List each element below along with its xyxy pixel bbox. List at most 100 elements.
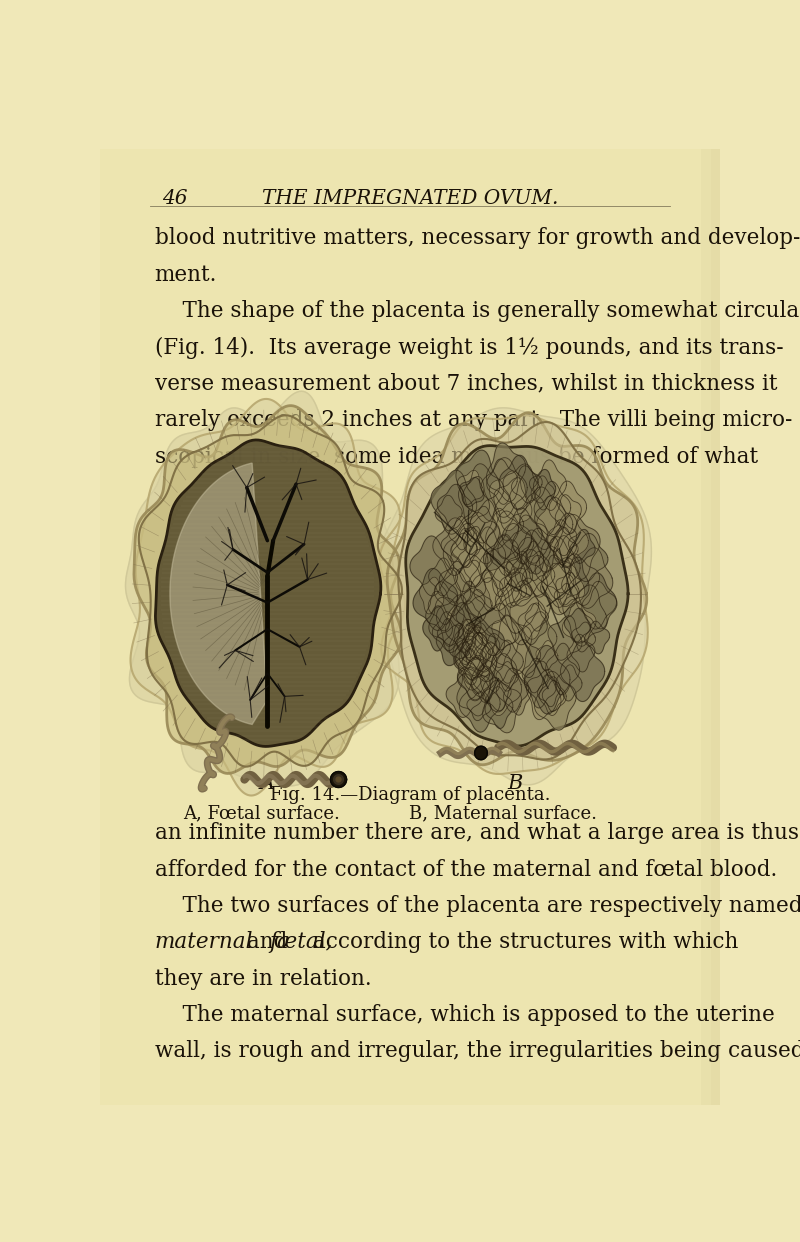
Polygon shape bbox=[496, 662, 518, 691]
Polygon shape bbox=[134, 406, 402, 774]
Polygon shape bbox=[526, 528, 558, 573]
Polygon shape bbox=[482, 681, 522, 733]
Polygon shape bbox=[563, 585, 607, 643]
Polygon shape bbox=[510, 578, 550, 640]
Polygon shape bbox=[469, 554, 512, 609]
Polygon shape bbox=[585, 621, 610, 653]
Polygon shape bbox=[535, 537, 580, 600]
Polygon shape bbox=[483, 677, 511, 710]
Polygon shape bbox=[537, 497, 573, 551]
Polygon shape bbox=[406, 446, 628, 746]
Polygon shape bbox=[450, 533, 478, 566]
Polygon shape bbox=[561, 641, 605, 702]
Polygon shape bbox=[493, 616, 532, 674]
Polygon shape bbox=[503, 674, 531, 715]
Polygon shape bbox=[556, 664, 582, 700]
Text: A, Fœtal surface.: A, Fœtal surface. bbox=[182, 804, 340, 822]
Polygon shape bbox=[499, 580, 546, 645]
Polygon shape bbox=[582, 581, 617, 628]
Polygon shape bbox=[531, 476, 554, 510]
Polygon shape bbox=[474, 604, 519, 656]
Polygon shape bbox=[462, 625, 486, 660]
Bar bbox=[710, 149, 720, 1105]
Polygon shape bbox=[548, 616, 582, 661]
Polygon shape bbox=[486, 508, 518, 559]
Polygon shape bbox=[567, 635, 595, 672]
Polygon shape bbox=[463, 578, 506, 633]
Polygon shape bbox=[465, 657, 490, 693]
Polygon shape bbox=[155, 440, 381, 746]
Text: fætal,: fætal, bbox=[270, 932, 333, 954]
Polygon shape bbox=[456, 450, 499, 512]
Polygon shape bbox=[426, 591, 455, 631]
Polygon shape bbox=[464, 512, 499, 564]
Polygon shape bbox=[330, 771, 346, 787]
Text: Fig. 14.—Diagram of placenta.: Fig. 14.—Diagram of placenta. bbox=[270, 786, 550, 804]
Polygon shape bbox=[500, 569, 526, 607]
Polygon shape bbox=[380, 415, 648, 774]
Polygon shape bbox=[504, 538, 550, 597]
Polygon shape bbox=[459, 676, 500, 732]
Polygon shape bbox=[387, 412, 646, 765]
Polygon shape bbox=[458, 648, 483, 684]
Polygon shape bbox=[470, 527, 506, 582]
Polygon shape bbox=[454, 620, 482, 658]
Polygon shape bbox=[496, 668, 529, 712]
Polygon shape bbox=[443, 523, 488, 591]
Polygon shape bbox=[525, 661, 556, 708]
Text: ment.: ment. bbox=[154, 263, 217, 286]
Polygon shape bbox=[549, 481, 586, 534]
Polygon shape bbox=[554, 514, 600, 579]
Polygon shape bbox=[502, 508, 542, 564]
Polygon shape bbox=[334, 775, 343, 784]
Polygon shape bbox=[522, 555, 554, 597]
Polygon shape bbox=[482, 633, 510, 667]
Polygon shape bbox=[413, 569, 458, 631]
Polygon shape bbox=[490, 471, 527, 523]
Polygon shape bbox=[410, 537, 454, 596]
Polygon shape bbox=[433, 518, 477, 575]
Polygon shape bbox=[486, 460, 518, 504]
Polygon shape bbox=[481, 653, 522, 715]
Polygon shape bbox=[462, 646, 484, 676]
Polygon shape bbox=[551, 554, 589, 606]
Polygon shape bbox=[498, 524, 534, 569]
Polygon shape bbox=[522, 611, 557, 662]
Polygon shape bbox=[481, 458, 527, 518]
Polygon shape bbox=[567, 534, 608, 581]
Polygon shape bbox=[438, 619, 460, 646]
Polygon shape bbox=[536, 641, 558, 671]
Polygon shape bbox=[470, 507, 497, 543]
Polygon shape bbox=[534, 672, 576, 730]
Text: The maternal surface, which is apposed to the uterine: The maternal surface, which is apposed t… bbox=[154, 1004, 774, 1026]
Polygon shape bbox=[511, 466, 542, 503]
Text: wall, is rough and irregular, the irregularities being caused: wall, is rough and irregular, the irregu… bbox=[154, 1041, 800, 1062]
Polygon shape bbox=[450, 528, 494, 586]
Polygon shape bbox=[486, 540, 526, 596]
Polygon shape bbox=[562, 602, 596, 646]
Polygon shape bbox=[441, 529, 466, 561]
Polygon shape bbox=[486, 443, 526, 502]
Polygon shape bbox=[530, 469, 556, 503]
Polygon shape bbox=[564, 609, 590, 642]
Polygon shape bbox=[554, 535, 578, 566]
Text: blood nutritive matters, necessary for growth and develop-: blood nutritive matters, necessary for g… bbox=[154, 227, 800, 250]
Polygon shape bbox=[429, 597, 464, 645]
Polygon shape bbox=[466, 590, 492, 621]
Polygon shape bbox=[434, 568, 471, 616]
Polygon shape bbox=[486, 510, 532, 573]
Polygon shape bbox=[485, 687, 513, 729]
Text: verse measurement about 7 inches, whilst in thickness it: verse measurement about 7 inches, whilst… bbox=[154, 373, 777, 395]
Text: THE IMPREGNATED OVUM.: THE IMPREGNATED OVUM. bbox=[262, 189, 558, 209]
Polygon shape bbox=[456, 601, 482, 633]
Text: (Fig. 14).  Its average weight is 1½ pounds, and its trans-: (Fig. 14). Its average weight is 1½ poun… bbox=[154, 337, 783, 359]
Polygon shape bbox=[506, 551, 533, 591]
Polygon shape bbox=[522, 658, 548, 693]
Polygon shape bbox=[554, 584, 575, 614]
Polygon shape bbox=[436, 625, 470, 666]
Polygon shape bbox=[494, 503, 523, 540]
Polygon shape bbox=[376, 407, 651, 785]
Polygon shape bbox=[542, 558, 585, 615]
Polygon shape bbox=[541, 564, 574, 607]
Polygon shape bbox=[534, 482, 570, 534]
